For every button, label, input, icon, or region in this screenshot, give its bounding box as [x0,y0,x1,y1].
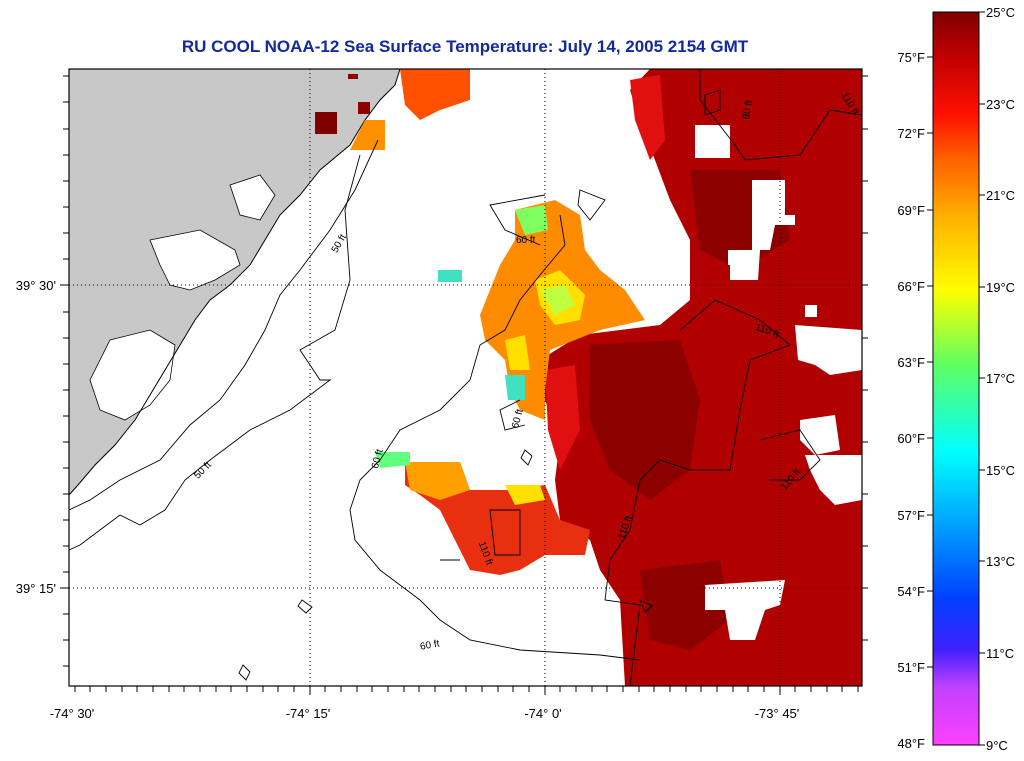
contour-label: 60 ft [370,448,386,470]
y-minor-ticks [60,75,868,667]
x-tick-label: -74° 30' [50,706,95,721]
fahrenheit-label: 66°F [897,279,925,294]
colorbar-celsius-labels: 25°C 23°C 21°C 19°C 17°C 15°C 13°C 11°C … [986,5,1015,753]
fahrenheit-label: 75°F [897,50,925,65]
celsius-label: 11°C [986,646,1014,661]
celsius-label: 9°C [986,738,1008,753]
contour-label: 60 ft [516,235,536,246]
colorbar [932,11,980,746]
x-tick-label: -74° 15' [286,706,331,721]
map-title: RU COOL NOAA-12 Sea Surface Temperature:… [181,37,749,56]
x-tick-label: -73° 45' [755,706,800,721]
fahrenheit-label: 48°F [897,736,925,751]
fahrenheit-label: 54°F [897,584,925,599]
x-axis-labels: -74° 30' -74° 15' -74° 0' -73° 45' [50,706,800,721]
bathymetry-contours [69,69,862,686]
celsius-label: 23°C [986,97,1015,112]
contour-label: 60 ft [419,638,440,652]
fahrenheit-label: 57°F [897,508,925,523]
contour-label: 80 ft [741,99,755,120]
celsius-label: 15°C [986,463,1015,478]
celsius-label: 17°C [986,371,1015,386]
gridlines [69,69,862,686]
colorbar-ticks [927,11,985,746]
contour-label: 60 ft [510,408,526,430]
colorbar-fahrenheit-labels: 75°F 72°F 69°F 66°F 63°F 60°F 57°F 54°F … [897,50,925,751]
fahrenheit-label: 51°F [897,660,925,675]
fahrenheit-label: 72°F [897,126,925,141]
y-tick-label: 39° 30' [16,278,56,293]
fahrenheit-label: 63°F [897,355,925,370]
fahrenheit-label: 60°F [897,431,925,446]
y-axis-labels: 39° 30' 39° 15' [16,278,56,596]
y-tick-label: 39° 15' [16,581,56,596]
x-tick-label: -74° 0' [524,706,561,721]
fahrenheit-label: 69°F [897,203,925,218]
celsius-label: 25°C [986,5,1015,20]
celsius-label: 13°C [986,554,1015,569]
celsius-label: 19°C [986,280,1015,295]
x-minor-ticks [74,686,859,695]
celsius-label: 21°C [986,188,1015,203]
